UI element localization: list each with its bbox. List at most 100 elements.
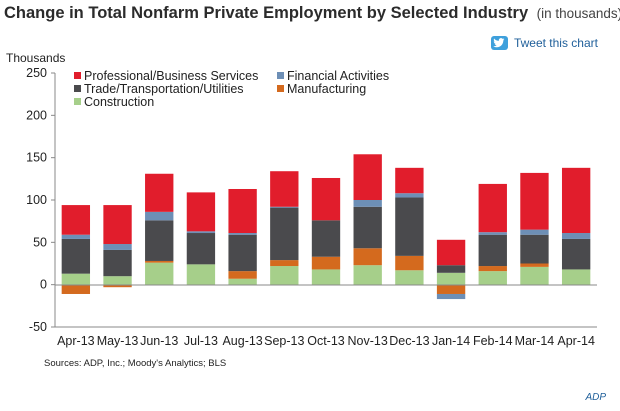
bars bbox=[61, 154, 591, 300]
adp-credit-link[interactable]: ADP bbox=[585, 392, 606, 403]
bar-professional-business-services-jan-14 bbox=[436, 239, 466, 266]
bar-financial-activities-mar-14 bbox=[520, 229, 549, 235]
bar-professional-business-services-mar-14 bbox=[520, 172, 549, 230]
chart-title: Change in Total Nonfarm Private Employme… bbox=[4, 4, 529, 22]
bar-trade-transportation-utilities-may-13 bbox=[103, 249, 132, 277]
chart-title-row: Change in Total Nonfarm Private Employme… bbox=[4, 4, 620, 23]
bar-trade-transportation-utilities-apr-13 bbox=[61, 238, 91, 274]
bar-manufacturing-jun-13 bbox=[145, 260, 174, 263]
bar-construction-may-13 bbox=[103, 276, 132, 285]
bar-manufacturing-nov-13 bbox=[353, 248, 382, 266]
bar-manufacturing-feb-14 bbox=[478, 266, 507, 272]
bar-professional-business-services-feb-14 bbox=[478, 183, 507, 233]
bar-construction-mar-14 bbox=[520, 266, 549, 285]
y-axis-label: Thousands bbox=[6, 51, 65, 65]
bar-financial-activities-jul-13 bbox=[186, 231, 216, 234]
y-tick-label: -50 bbox=[29, 320, 47, 334]
x-tick-label-jul-13: Jul-13 bbox=[184, 334, 218, 348]
legend-label-financial-activities: Financial Activities bbox=[287, 69, 389, 83]
bar-trade-transportation-utilities-sep-13 bbox=[270, 207, 299, 261]
bar-financial-activities-jan-14 bbox=[436, 293, 466, 300]
bar-manufacturing-may-13 bbox=[103, 284, 132, 288]
legend-swatch-professional-business-services bbox=[74, 72, 81, 79]
y-tick-label: 200 bbox=[26, 108, 47, 122]
bar-financial-activities-apr-13 bbox=[61, 234, 91, 239]
bar-manufacturing-sep-13 bbox=[270, 260, 299, 267]
x-tick-label-apr-13: Apr-13 bbox=[57, 334, 95, 348]
x-tick-label-nov-13: Nov-13 bbox=[348, 334, 388, 348]
y-tick-label: 50 bbox=[33, 235, 47, 249]
bar-trade-transportation-utilities-jan-14 bbox=[436, 265, 466, 273]
bar-manufacturing-jan-14 bbox=[436, 284, 466, 294]
legend-swatch-manufacturing bbox=[277, 85, 284, 92]
legend-label-manufacturing: Manufacturing bbox=[287, 82, 366, 96]
chart-subtitle: (in thousands) bbox=[536, 6, 620, 21]
bar-trade-transportation-utilities-oct-13 bbox=[311, 220, 341, 257]
bar-financial-activities-nov-13 bbox=[353, 200, 382, 207]
bar-professional-business-services-apr-14 bbox=[561, 167, 591, 234]
x-tick-label-feb-14: Feb-14 bbox=[473, 334, 513, 348]
bar-financial-activities-may-13 bbox=[103, 244, 132, 250]
bar-construction-apr-13 bbox=[61, 273, 91, 285]
x-tick-label-aug-13: Aug-13 bbox=[222, 334, 262, 348]
twitter-bird-icon bbox=[490, 36, 508, 50]
bar-trade-transportation-utilities-jun-13 bbox=[145, 220, 174, 261]
bar-professional-business-services-dec-13 bbox=[395, 167, 424, 194]
bar-construction-feb-14 bbox=[478, 271, 507, 285]
x-tick-label-mar-14: Mar-14 bbox=[515, 334, 555, 348]
bar-construction-jan-14 bbox=[436, 272, 466, 285]
bar-trade-transportation-utilities-apr-14 bbox=[561, 238, 591, 270]
bar-trade-transportation-utilities-nov-13 bbox=[353, 206, 382, 249]
bar-trade-transportation-utilities-aug-13 bbox=[228, 234, 257, 272]
legend-label-trade-transportation-utilities: Trade/Transportation/Utilities bbox=[84, 82, 244, 96]
legend-label-construction: Construction bbox=[84, 95, 154, 109]
x-tick-label-oct-13: Oct-13 bbox=[307, 334, 345, 348]
bar-trade-transportation-utilities-mar-14 bbox=[520, 234, 549, 264]
bar-manufacturing-dec-13 bbox=[395, 255, 424, 271]
bar-construction-jul-13 bbox=[186, 264, 216, 285]
legend-label-professional-business-services: Professional/Business Services bbox=[84, 69, 258, 83]
bar-manufacturing-apr-13 bbox=[61, 284, 91, 294]
bar-construction-nov-13 bbox=[353, 265, 382, 285]
tweet-this-chart-button[interactable]: Tweet this chart bbox=[490, 36, 598, 50]
sources-note: Sources: ADP, Inc.; Moody's Analytics; B… bbox=[44, 358, 226, 369]
bar-trade-transportation-utilities-feb-14 bbox=[478, 234, 507, 267]
bar-construction-aug-13 bbox=[228, 278, 257, 285]
bar-professional-business-services-oct-13 bbox=[311, 177, 341, 221]
legend-swatch-trade-transportation-utilities bbox=[74, 85, 81, 92]
legend: Professional/Business Services Financial … bbox=[74, 69, 389, 109]
bar-construction-jun-13 bbox=[145, 262, 174, 285]
bar-financial-activities-sep-13 bbox=[270, 206, 299, 208]
y-axis: -50 0 50 100 150 200 250 bbox=[26, 66, 55, 334]
bar-professional-business-services-may-13 bbox=[103, 205, 132, 245]
x-tick-label-apr-14: Apr-14 bbox=[557, 334, 595, 348]
y-tick-label: 100 bbox=[26, 193, 47, 207]
bar-financial-activities-feb-14 bbox=[478, 232, 507, 235]
y-tick-label: 0 bbox=[40, 278, 47, 292]
bar-trade-transportation-utilities-dec-13 bbox=[395, 197, 424, 256]
bar-construction-apr-14 bbox=[561, 269, 591, 285]
bar-financial-activities-aug-13 bbox=[228, 233, 257, 235]
bar-manufacturing-mar-14 bbox=[520, 263, 549, 267]
legend-swatch-financial-activities bbox=[277, 72, 284, 79]
y-tick-label: 150 bbox=[26, 151, 47, 165]
bar-construction-oct-13 bbox=[311, 269, 341, 285]
tweet-label: Tweet this chart bbox=[513, 36, 598, 50]
bar-construction-sep-13 bbox=[270, 266, 299, 285]
bar-financial-activities-dec-13 bbox=[395, 193, 424, 198]
x-axis: Apr-13 May-13 Jun-13 Jul-13 Aug-13 Sep-13 Oct-… bbox=[57, 334, 595, 348]
bar-professional-business-services-jul-13 bbox=[186, 192, 216, 232]
bar-financial-activities-jun-13 bbox=[145, 211, 174, 221]
x-tick-label-jun-13: Jun-13 bbox=[140, 334, 178, 348]
bar-professional-business-services-aug-13 bbox=[228, 188, 257, 234]
x-tick-label-may-13: May-13 bbox=[97, 334, 139, 348]
bar-trade-transportation-utilities-jul-13 bbox=[186, 233, 216, 265]
bar-professional-business-services-jun-13 bbox=[145, 173, 174, 212]
x-tick-label-jan-14: Jan-14 bbox=[432, 334, 470, 348]
x-tick-label-sep-13: Sep-13 bbox=[264, 334, 304, 348]
legend-swatch-construction bbox=[74, 98, 81, 105]
y-tick-label: 250 bbox=[26, 66, 47, 80]
bar-manufacturing-aug-13 bbox=[228, 271, 257, 279]
bar-manufacturing-oct-13 bbox=[311, 256, 341, 270]
